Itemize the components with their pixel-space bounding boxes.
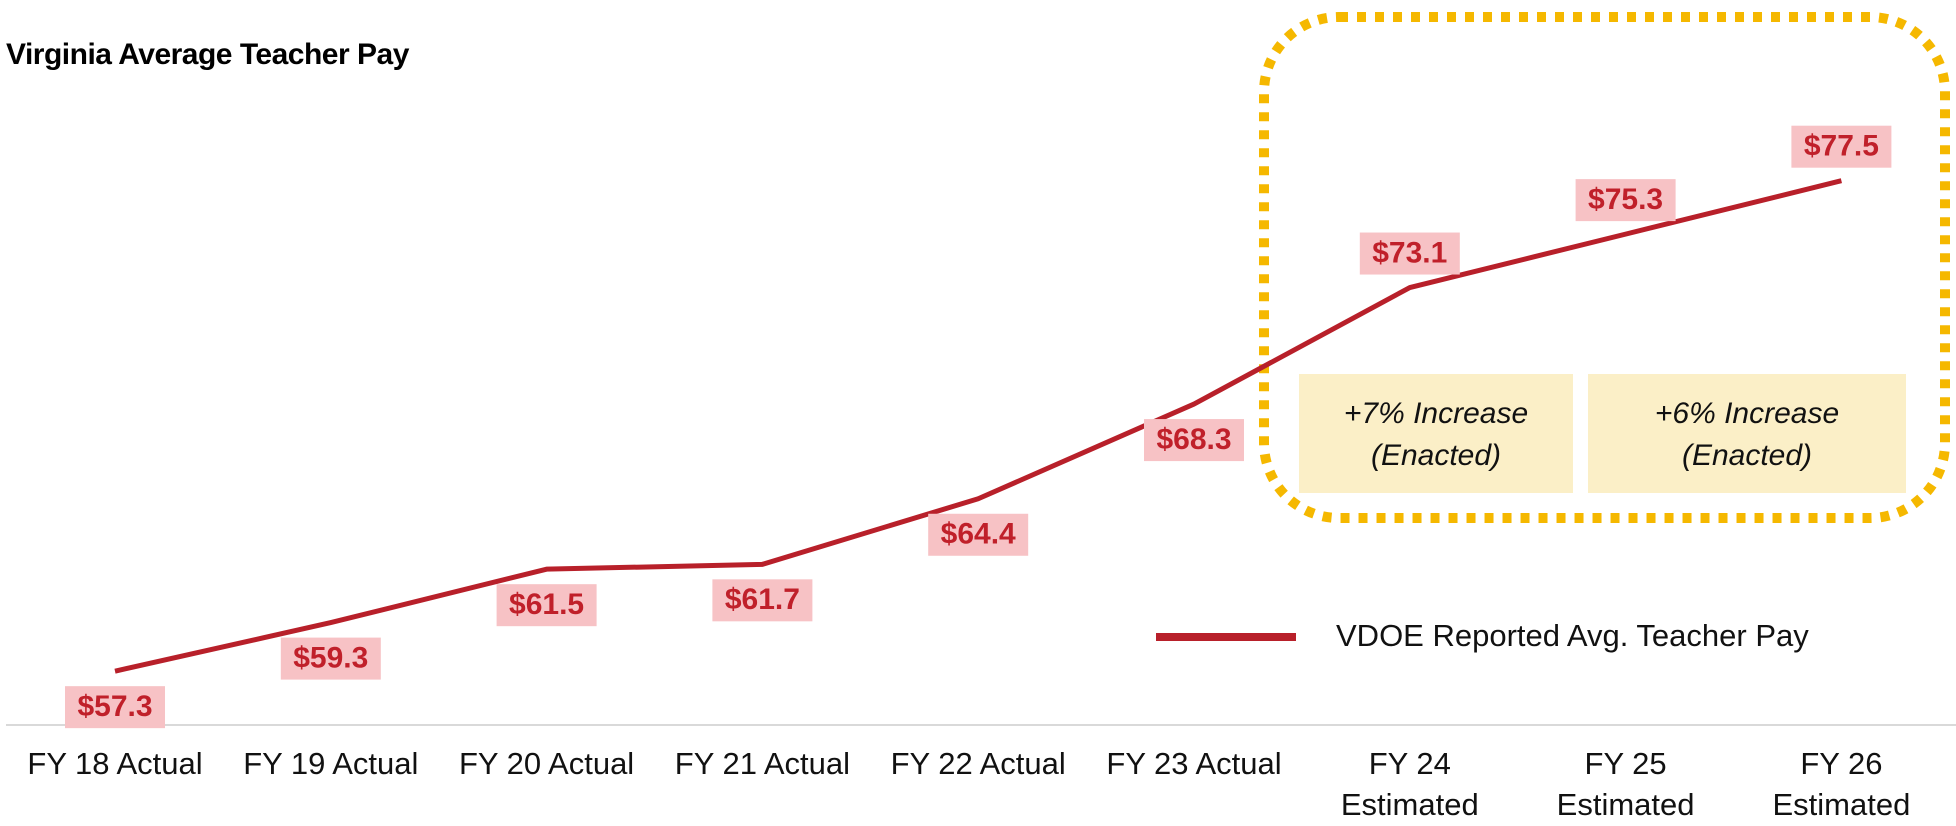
x-tick-label: FY 22 Actual (891, 746, 1066, 781)
x-tick-label: FY 23 Actual (1106, 746, 1281, 781)
data-line (114, 178, 1843, 674)
x-tick-label: FY 18 Actual (27, 746, 202, 781)
data-label-bg (1575, 179, 1676, 222)
data-label-bg (712, 579, 813, 622)
data-label: $73.1 (1372, 236, 1447, 269)
data-label: $57.3 (77, 690, 152, 723)
annotation: +6% Increase (Enacted) (1655, 397, 1839, 472)
data-label: $64.4 (941, 518, 1016, 551)
data-label: $59.3 (293, 642, 368, 675)
data-label: $61.5 (509, 588, 584, 621)
x-tick-label: FY 24 Estimated (1341, 746, 1479, 822)
data-label: $61.7 (725, 583, 800, 616)
data-label-bg (280, 637, 381, 680)
x-tick-label: FY 21 Actual (675, 746, 850, 781)
annotation: +7% Increase (Enacted) (1344, 397, 1528, 472)
data-label-bg (1144, 419, 1244, 462)
x-tick-label: FY 25 Estimated (1557, 746, 1695, 822)
data-label-bg (1791, 125, 1892, 168)
data-label: $77.5 (1804, 130, 1879, 163)
data-label: $75.3 (1588, 183, 1663, 216)
legend-label: VDOE Reported Avg. Teacher Pay (1336, 618, 1809, 653)
data-label-bg (928, 513, 1029, 556)
data-label-bg (1359, 232, 1460, 275)
annotation-box (1588, 374, 1906, 493)
annotation-box (1299, 374, 1573, 493)
x-tick-label: FY 26 Estimated (1772, 746, 1910, 822)
data-label: $68.3 (1156, 423, 1231, 456)
data-label-bg (496, 584, 597, 627)
x-tick-label: FY 19 Actual (243, 746, 418, 781)
chart-title: Virginia Average Teacher Pay (6, 38, 410, 71)
x-tick-label: FY 20 Actual (459, 746, 634, 781)
data-label-bg (65, 686, 165, 729)
